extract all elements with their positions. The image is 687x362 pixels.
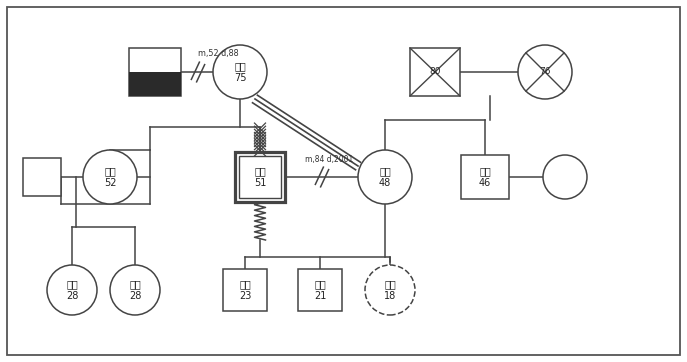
Bar xyxy=(235,152,285,202)
Circle shape xyxy=(83,150,137,204)
Bar xyxy=(23,158,61,196)
Bar xyxy=(129,48,181,96)
Text: 나리
28: 나리 28 xyxy=(66,279,78,301)
Text: 규리
18: 규리 18 xyxy=(384,279,396,301)
Bar xyxy=(461,155,509,199)
Bar xyxy=(239,156,281,198)
Circle shape xyxy=(213,45,267,99)
Bar xyxy=(298,269,342,311)
Text: 순애
75: 순애 75 xyxy=(234,61,246,83)
Circle shape xyxy=(47,265,97,315)
Bar xyxy=(410,48,460,96)
Text: 76: 76 xyxy=(539,67,551,76)
Text: m,52 d,88: m,52 d,88 xyxy=(198,49,238,58)
Circle shape xyxy=(358,150,412,204)
Text: 80: 80 xyxy=(429,67,441,76)
Text: 남호
51: 남호 51 xyxy=(254,166,266,188)
Circle shape xyxy=(365,265,415,315)
Bar xyxy=(223,269,267,311)
Circle shape xyxy=(518,45,572,99)
Text: 영숙
52: 영숙 52 xyxy=(104,166,116,188)
Text: 민영
48: 민영 48 xyxy=(379,166,391,188)
Bar xyxy=(129,72,181,96)
Text: 규식
23: 규식 23 xyxy=(239,279,251,301)
Circle shape xyxy=(543,155,587,199)
Text: 나래
28: 나래 28 xyxy=(129,279,142,301)
Text: m,84 d,2001: m,84 d,2001 xyxy=(305,155,353,164)
Text: 민규
46: 민규 46 xyxy=(479,166,491,188)
Circle shape xyxy=(110,265,160,315)
Text: 규철
21: 규철 21 xyxy=(314,279,326,301)
